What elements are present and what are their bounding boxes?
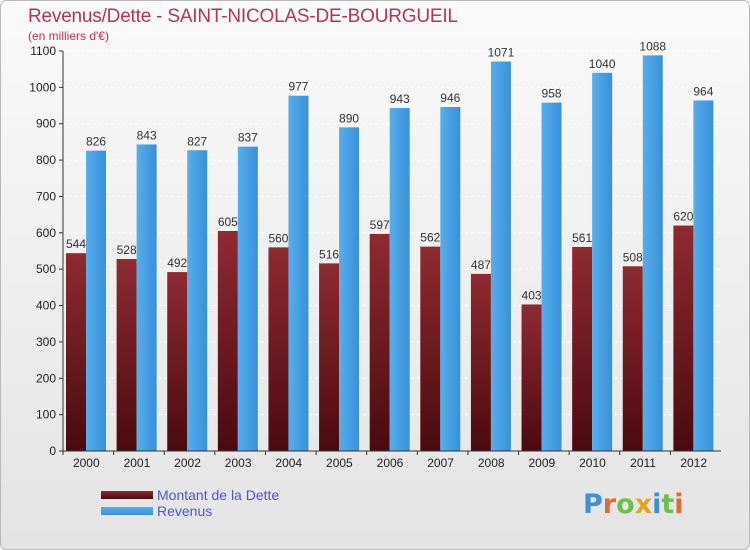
x-tick-label: 2010: [579, 456, 606, 470]
data-label-revenus: 958: [542, 87, 562, 101]
data-label-dette: 528: [117, 243, 137, 257]
bar-dette: [319, 263, 340, 451]
data-label-dette: 605: [218, 215, 238, 229]
y-tick-label: 600: [36, 226, 56, 240]
data-label-dette: 597: [370, 218, 390, 232]
x-tick-label: 2008: [478, 456, 505, 470]
y-tick-label: 200: [36, 371, 56, 385]
proxiti-logo: Proxiti: [583, 489, 684, 520]
y-tick-label: 400: [36, 299, 56, 313]
data-label-revenus: 1088: [639, 39, 666, 53]
data-label-dette: 562: [420, 231, 440, 245]
y-tick-label: 0: [49, 444, 56, 458]
chart-subtitle: (en milliers d'€): [28, 29, 109, 43]
logo-letter: i: [652, 489, 662, 520]
x-tick-label: 2001: [124, 456, 151, 470]
bar-dette: [116, 259, 137, 451]
bar-dette: [420, 246, 441, 451]
bar-dette: [622, 266, 643, 451]
logo-letter: P: [583, 489, 603, 520]
legend-swatch-revenus: [101, 507, 153, 515]
data-label-revenus: 827: [187, 134, 207, 148]
logo-letter: x: [634, 489, 653, 520]
x-tick-label: 2011: [630, 456, 656, 470]
bar-dette: [521, 304, 542, 451]
y-tick-label: 1100: [30, 44, 56, 58]
data-label-dette: 487: [471, 258, 491, 272]
bar-dette: [167, 272, 188, 451]
logo-letter: o: [616, 489, 635, 520]
bar-dette: [369, 233, 390, 451]
bar-revenus: [541, 102, 562, 452]
data-label-revenus: 890: [339, 111, 359, 125]
bar-dette: [268, 247, 289, 451]
x-tick-label: 2000: [73, 456, 100, 470]
y-tick-label: 100: [36, 408, 56, 422]
data-label-revenus: 826: [86, 135, 106, 149]
logo-letter: i: [674, 489, 684, 520]
bar-revenus: [136, 144, 157, 452]
data-label-dette: 620: [673, 210, 693, 224]
bar-dette: [217, 231, 238, 451]
data-label-dette: 516: [319, 247, 339, 261]
bar-revenus: [490, 61, 511, 451]
legend-label-dette: Montant de la Dette: [157, 487, 280, 503]
data-label-revenus: 843: [137, 128, 157, 142]
data-label-revenus: 946: [440, 91, 460, 105]
data-label-dette: 561: [572, 231, 592, 245]
data-label-dette: 508: [623, 250, 643, 264]
data-label-revenus: 943: [390, 92, 410, 106]
bar-revenus: [389, 108, 410, 451]
legend-swatch-dette: [101, 491, 153, 499]
bar-revenus: [693, 100, 714, 452]
bar-dette: [572, 247, 593, 451]
x-tick-label: 2009: [528, 456, 555, 470]
data-label-revenus: 1071: [488, 46, 515, 60]
bar-revenus: [86, 150, 106, 452]
bars: [66, 55, 714, 452]
bar-revenus: [642, 55, 663, 451]
data-label-revenus: 977: [288, 80, 308, 94]
bar-revenus: [237, 146, 258, 452]
y-tick-label: 800: [36, 153, 56, 167]
y-tick-label: 500: [36, 262, 56, 276]
logo-letter: t: [661, 489, 675, 520]
data-label-revenus: 964: [693, 84, 713, 98]
bar-dette: [470, 273, 491, 451]
bar-revenus: [288, 95, 309, 452]
data-label-dette: 560: [268, 231, 288, 245]
x-tick-label: 2007: [427, 456, 454, 470]
y-tick-label: 300: [36, 335, 56, 349]
bar-dette: [66, 253, 86, 451]
bar-revenus: [187, 150, 208, 452]
data-label-dette: 403: [522, 288, 542, 302]
x-tick-label: 2003: [225, 456, 252, 470]
data-label-dette: 492: [167, 256, 187, 270]
data-label-dette: 544: [66, 237, 86, 251]
y-tick-label: 1000: [29, 80, 56, 94]
x-tick-label: 2006: [377, 456, 404, 470]
x-tick-label: 2002: [174, 456, 201, 470]
data-label-revenus: 1040: [589, 57, 616, 71]
logo-letter: r: [602, 489, 617, 520]
y-tick-label: 900: [36, 117, 56, 131]
data-label-revenus: 837: [238, 131, 258, 145]
x-tick-label: 2012: [680, 456, 707, 470]
y-tick-label: 700: [36, 189, 56, 203]
axes: 0 100 200 300 400 500 600 700 800 900 1000 1100 2000…: [29, 44, 721, 470]
bar-revenus: [592, 72, 613, 452]
bar-revenus: [339, 127, 360, 451]
bar-revenus: [440, 107, 461, 451]
legend-label-revenus: Revenus: [157, 503, 213, 519]
chart-title: Revenus/Dette - SAINT-NICOLAS-DE-BOURGUE…: [28, 6, 458, 27]
x-tick-label: 2005: [326, 456, 353, 470]
x-tick-label: 2004: [275, 456, 302, 470]
data-labels: 544 826 528 843 492 827 605 837 560 977 516 890 597 9…: [66, 39, 714, 302]
bar-dette: [673, 225, 694, 451]
